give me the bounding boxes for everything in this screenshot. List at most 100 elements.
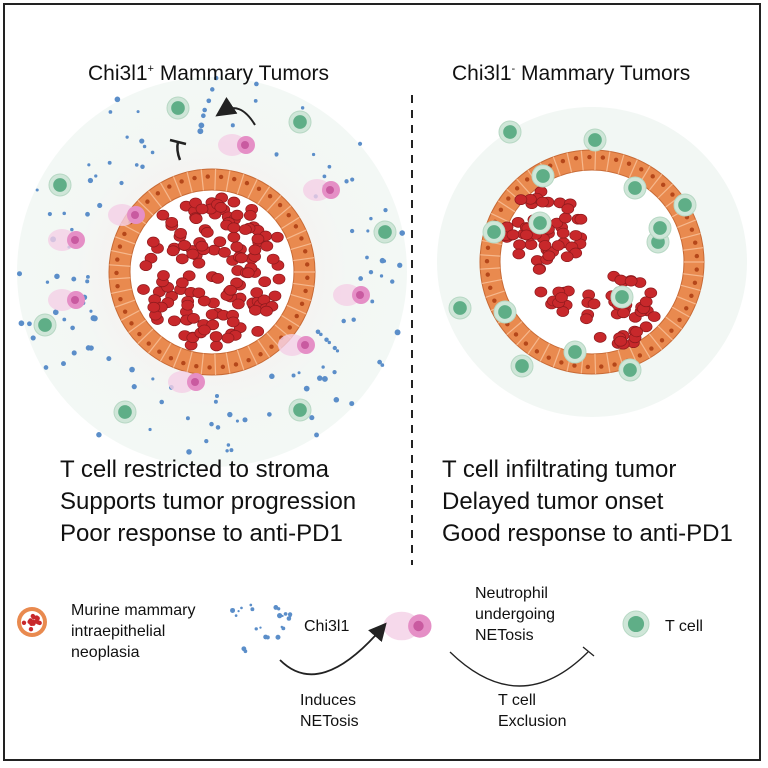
epithelial-nucleus <box>587 154 592 160</box>
epithelial-nucleus <box>117 244 123 249</box>
tumor-cell <box>226 316 240 328</box>
chi3l1-dot <box>52 309 59 316</box>
tumor-cell <box>534 286 548 298</box>
chi3l1-dot <box>379 274 384 278</box>
epithelial-nucleus <box>649 346 654 351</box>
epithelial-nucleus <box>192 175 197 181</box>
chi3l1-dot <box>365 255 369 260</box>
epithelial-nucleus <box>572 363 577 368</box>
tumor-cell <box>538 240 552 251</box>
legend-tumor-cell <box>21 620 27 625</box>
chi3l1-dot <box>71 276 77 282</box>
chi3l1-dot <box>85 345 92 351</box>
tumor-cell <box>513 239 526 251</box>
chi3l1-dot <box>45 280 50 284</box>
cell-border <box>683 273 704 277</box>
tumor-cell <box>187 312 200 324</box>
cell-border <box>281 216 300 230</box>
chi3l1-dot <box>125 135 129 139</box>
epithelial-nucleus <box>689 227 695 232</box>
legend-line: NETosis <box>475 627 534 644</box>
epithelial-nucleus <box>137 331 142 337</box>
epithelial-nucleus <box>514 186 520 191</box>
chi3l1-dot <box>71 350 77 356</box>
legend-exclusion-label: T cell Exclusion <box>498 690 566 732</box>
chi3l1-dot <box>86 274 90 279</box>
chi3l1-dot <box>394 329 401 336</box>
tumor-cell <box>214 202 228 213</box>
legend-line: Exclusion <box>498 713 567 730</box>
legend-chi3l1-dot <box>249 603 253 607</box>
cell-border <box>186 171 193 193</box>
tumor-cell <box>243 210 257 221</box>
chi3l1-dot <box>197 128 204 135</box>
epithelial-nucleus <box>560 158 566 164</box>
cell-border <box>286 304 307 315</box>
cell-border <box>293 257 315 262</box>
t-cell-nucleus <box>453 301 467 315</box>
chi3l1-dot <box>139 138 145 144</box>
chi3l1-dot <box>85 211 90 217</box>
tumor-cell <box>556 227 570 239</box>
chi3l1-dot <box>349 228 355 234</box>
chi3l1-dot <box>87 163 91 167</box>
cell-border <box>111 288 132 295</box>
epithelial-nucleus <box>294 313 299 319</box>
tumor-cell <box>617 307 630 319</box>
legend-line: intraepithelial <box>71 623 166 640</box>
tumor-cell <box>639 296 653 308</box>
chi3l1-dot <box>27 321 32 327</box>
cell-border <box>677 219 697 229</box>
cell-border <box>490 212 510 223</box>
t-cell-nucleus <box>171 101 185 115</box>
chi3l1-dot <box>269 373 275 380</box>
epithelial-nucleus <box>168 356 174 361</box>
exclusion-inhibit-line <box>449 646 595 687</box>
legend-tumor-cell <box>28 626 34 632</box>
legend-chi3l1-dot <box>263 634 268 640</box>
chi3l1-dot <box>226 443 231 447</box>
chi3l1-dot <box>399 230 405 236</box>
legend-tumor-cell <box>31 621 36 626</box>
cell-border <box>516 178 531 195</box>
cell-border <box>485 290 505 298</box>
cell-border <box>281 314 300 328</box>
cell-border <box>111 249 132 256</box>
tumor-cell <box>197 295 211 307</box>
cell-border <box>648 333 663 350</box>
neutrophil-nucleus <box>413 620 424 632</box>
neutrophil-nucleus <box>71 296 79 304</box>
legend-tumor-cell <box>37 620 42 626</box>
chi3l1-dot <box>300 106 305 110</box>
chi3l1-dot <box>235 419 239 423</box>
chi3l1-dot <box>351 317 356 322</box>
chi3l1-dot <box>62 211 66 216</box>
epithelial-nucleus <box>692 280 698 286</box>
epithelial-nucleus <box>129 321 134 326</box>
tumor-cell <box>210 340 223 352</box>
tumor-cell <box>251 233 265 245</box>
chi3l1-dot <box>210 87 215 92</box>
tumor-cell <box>260 240 274 252</box>
chi3l1-dot <box>151 377 155 381</box>
epithelial-nucleus <box>194 364 199 369</box>
tumor-cell <box>514 194 528 206</box>
tumor-cell <box>258 276 272 288</box>
t-cell-nucleus <box>487 225 501 239</box>
cell-border <box>665 316 683 330</box>
cell-border <box>594 150 597 171</box>
tumor-cell <box>542 250 556 262</box>
epithelial-nucleus <box>269 344 274 349</box>
epithelial-nucleus <box>115 257 120 262</box>
tumor-cell <box>235 252 248 264</box>
legend-chi3l1-dot <box>240 606 243 610</box>
tumor-cell <box>639 321 653 333</box>
tumor-cell <box>266 253 280 265</box>
legend-chi3l1-dot <box>275 634 281 640</box>
tumor-cell <box>156 209 170 221</box>
epithelial-nucleus <box>684 306 689 311</box>
right-claims: T cell infiltrating tumor Delayed tumor … <box>442 454 733 550</box>
t-cell-nucleus <box>53 178 67 192</box>
tumor-cell <box>146 236 160 248</box>
cell-border <box>480 267 501 270</box>
